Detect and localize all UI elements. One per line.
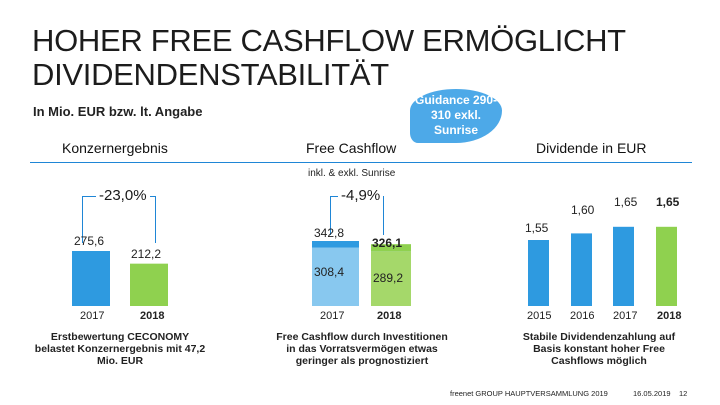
header-divider <box>30 162 692 163</box>
konzern-bar-2018 <box>130 263 168 306</box>
konzern-year-2017: 2017 <box>80 310 105 322</box>
footer-event: freenet GROUP HAUPTVERSAMMLUNG 2019 <box>450 389 608 398</box>
div-year-2016: 2016 <box>570 310 595 322</box>
div-year-2015: 2015 <box>527 310 552 322</box>
konzern-change-label: -23,0% <box>96 187 150 204</box>
section-konzernergebnis-title: Konzernergebnis <box>62 140 168 156</box>
section-fcf-title: Free Cashflow <box>306 140 397 156</box>
fcf-bar-2018-excl-fill <box>371 251 411 306</box>
fcf-subtitle: inkl. & exkl. Sunrise <box>308 168 396 179</box>
div-2015-value: 1,55 <box>525 221 549 235</box>
div-2016-value: 1,60 <box>571 203 595 217</box>
div-year-2017: 2017 <box>613 310 638 322</box>
unit-subtitle: In Mio. EUR bzw. lt. Angabe <box>33 104 203 119</box>
div-2017-value: 1,65 <box>614 195 638 209</box>
footer-page-number: 12 <box>679 389 688 398</box>
konzern-2018-value: 212,2 <box>131 247 162 261</box>
section-dividend-title: Dividende in EUR <box>536 140 647 156</box>
fcf-bar-2018-incl <box>371 244 411 252</box>
konzern-bar-2017 <box>72 251 110 306</box>
dividend-bar-2016 <box>571 233 592 306</box>
dividend-bar-2018 <box>656 226 677 306</box>
guidance-callout: Guidance 290-310 exkl. Sunrise <box>410 89 502 143</box>
fcf-year-2018: 2018 <box>377 310 402 322</box>
fcf-2017-incl-value: 342,8 <box>314 226 345 240</box>
konzern-note: Erstbewertung CECONOMY belastet Konzerne… <box>34 331 206 367</box>
konzern-2017-value: 275,6 <box>74 234 105 248</box>
fcf-bar-2017-excl <box>312 247 359 306</box>
konzern-year-2018: 2018 <box>140 310 165 322</box>
fcf-bar-2017-incl <box>312 241 359 248</box>
div-2018-value: 1,65 <box>656 195 680 209</box>
fcf-2017-excl-value: 308,4 <box>314 265 345 279</box>
footer-date: 16.05.2019 <box>633 389 671 398</box>
dividend-bar-2017 <box>613 226 634 306</box>
dividend-bar-2015 <box>528 240 549 306</box>
page-title: HOHER FREE CASHFLOW ERMÖGLICHT DIVIDENDE… <box>32 23 626 92</box>
div-year-2018: 2018 <box>657 310 682 322</box>
fcf-change-label: -4,9% <box>338 187 384 204</box>
fcf-2018-excl-value: 289,2 <box>373 271 404 285</box>
dividend-note: Stabile Dividendenzahlung auf Basis kons… <box>522 331 676 367</box>
fcf-2018-incl-value: 326,1 <box>372 236 403 250</box>
fcf-year-2017: 2017 <box>320 310 345 322</box>
fcf-note: Free Cashflow durch Investitionen in das… <box>276 331 448 367</box>
